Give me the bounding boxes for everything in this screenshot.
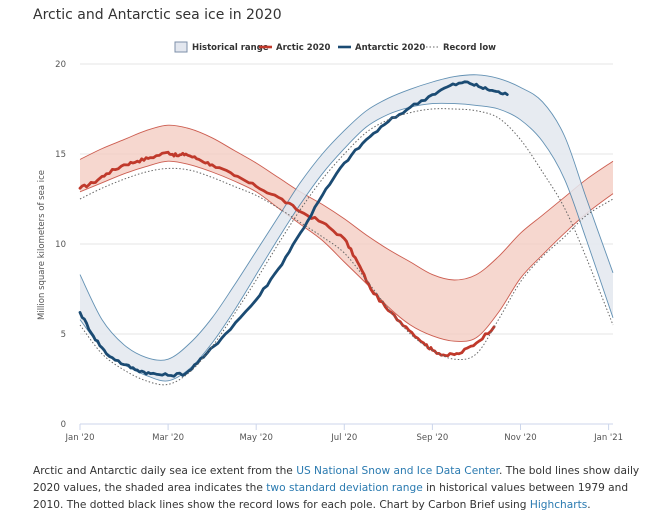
legend-item-record[interactable]: Record low <box>426 43 496 53</box>
antarctic-historical-band <box>80 74 613 382</box>
legend-item-antarctic[interactable]: Antarctic 2020 <box>338 43 425 53</box>
antarctic-2020-line <box>78 80 509 378</box>
arctic-historical-band <box>80 125 613 342</box>
antarctic-historical-band-lower-edge <box>79 102 614 382</box>
x-tick-label: Jan '20 <box>65 433 95 443</box>
y-tick-label: 15 <box>55 150 66 160</box>
chart-title: Arctic and Antarctic sea ice in 2020 <box>33 7 282 23</box>
y-tick-label: 20 <box>55 60 66 70</box>
x-axis: Jan '20 Mar '20 May '20 Jul '20 Sep '20 Nov '… <box>65 423 623 443</box>
caption-text-2: . The bold lines show daily 2020 values,… <box>33 465 640 494</box>
y-axis: 0 5 10 15 20 <box>55 60 66 430</box>
chart-area: Jan '20 Mar '20 May '20 Jul '20 Sep '20 Nov '… <box>37 41 623 443</box>
arctic-historical-band-lower-edge <box>79 160 614 342</box>
legend-label: Arctic 2020 <box>276 43 331 53</box>
series-lines <box>78 80 614 386</box>
nsidc-link[interactable]: US National Snow and Ice Data Center <box>296 465 499 477</box>
x-tick-label: Nov '20 <box>504 433 536 443</box>
legend-label: Antarctic 2020 <box>355 43 425 53</box>
x-tick-label: Mar '20 <box>152 433 184 443</box>
std-dev-link[interactable]: two standard deviation range <box>266 482 423 494</box>
caption-text-4: . <box>587 499 591 511</box>
caption-text-1: Arctic and Antarctic daily sea ice exten… <box>33 465 297 477</box>
historical-bands <box>79 74 614 382</box>
x-tick-label: Jan '21 <box>593 433 623 443</box>
caption-text-3: in historical values between 1979 and 20… <box>33 482 629 511</box>
legend-swatch-area <box>174 41 188 53</box>
y-tick-label: 5 <box>61 330 66 340</box>
y-tick-label: 10 <box>55 240 66 250</box>
legend-label: Record low <box>443 43 496 53</box>
y-tick-label: 0 <box>61 420 66 430</box>
antarctic-historical-band-upper-edge <box>79 74 614 361</box>
arctic-historical-band-upper-edge <box>79 124 614 281</box>
x-tick-label: May '20 <box>239 433 272 443</box>
highcharts-link[interactable]: Highcharts <box>529 499 588 511</box>
record-low-line <box>79 108 614 386</box>
y-axis-label: Million square kilometers of sea ice <box>37 170 47 320</box>
legend[interactable]: Historical range Arctic 2020 Antarctic 202… <box>174 41 496 53</box>
legend-item-arctic[interactable]: Arctic 2020 <box>259 43 331 53</box>
x-tick-label: Jul '20 <box>330 433 357 443</box>
legend-item-historical[interactable]: Historical range <box>174 41 269 53</box>
legend-label: Historical range <box>192 43 269 53</box>
x-tick-label: Sep '20 <box>416 433 448 443</box>
chart-caption: Arctic and Antarctic daily sea ice exten… <box>33 463 643 514</box>
